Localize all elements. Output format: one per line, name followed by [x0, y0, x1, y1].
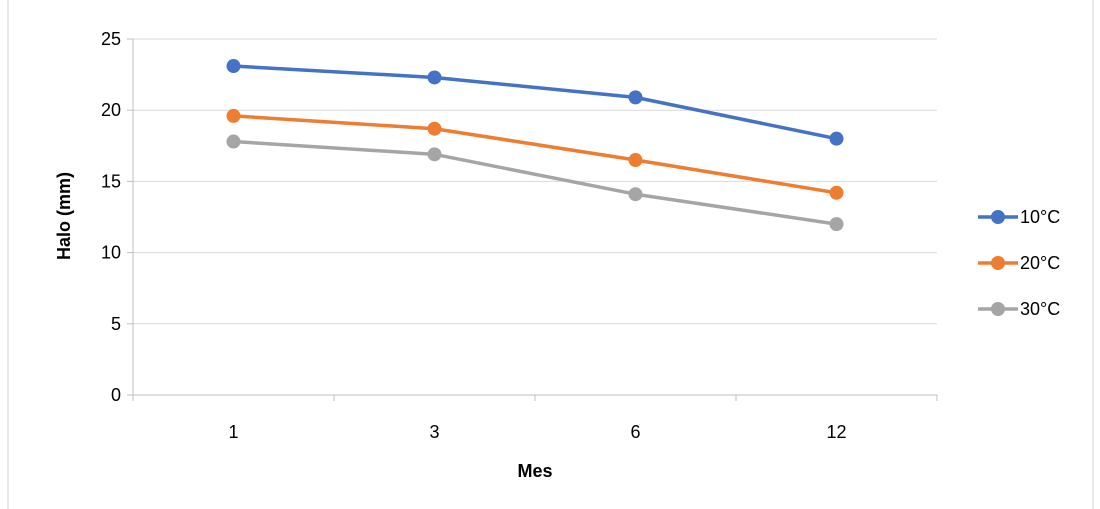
x-tick-label: 6	[630, 422, 640, 442]
data-point	[628, 90, 643, 105]
x-tick-label: 1	[228, 422, 238, 442]
y-tick-label: 15	[101, 171, 121, 191]
y-tick-label: 20	[101, 100, 121, 120]
data-point	[226, 108, 241, 123]
data-point	[628, 153, 643, 168]
legend-label: 30°C	[1020, 299, 1060, 319]
data-point	[427, 70, 442, 85]
legend-marker	[991, 210, 1005, 224]
data-point	[226, 134, 241, 149]
legend-marker	[991, 302, 1005, 316]
data-point	[427, 147, 442, 162]
data-point	[628, 187, 643, 202]
legend: 10°C 20°C 30°C	[978, 207, 1060, 319]
legend-marker	[991, 256, 1005, 270]
x-tick-label: 3	[429, 422, 439, 442]
data-point	[829, 217, 844, 232]
series-line-2	[231, 114, 839, 195]
x-tick-label: 12	[826, 422, 846, 442]
series-line-3	[231, 139, 839, 226]
axes: 0 5 10 15 20 25 1 3 6 12	[101, 29, 938, 442]
y-tick-label: 0	[111, 385, 121, 405]
x-axis-title: Mes	[517, 461, 552, 481]
data-point	[829, 185, 844, 200]
data-point	[829, 131, 844, 146]
data-point	[226, 59, 241, 74]
gridlines	[133, 38, 937, 325]
y-tick-label: 10	[101, 243, 121, 263]
data-point	[427, 121, 442, 136]
legend-label: 20°C	[1020, 253, 1060, 273]
y-axis-title: Halo (mm)	[54, 172, 74, 260]
y-tick-label: 5	[111, 314, 121, 334]
series-line-1	[231, 64, 839, 141]
y-tick-label: 25	[101, 29, 121, 49]
series-layer	[226, 59, 844, 232]
legend-label: 10°C	[1020, 207, 1060, 227]
